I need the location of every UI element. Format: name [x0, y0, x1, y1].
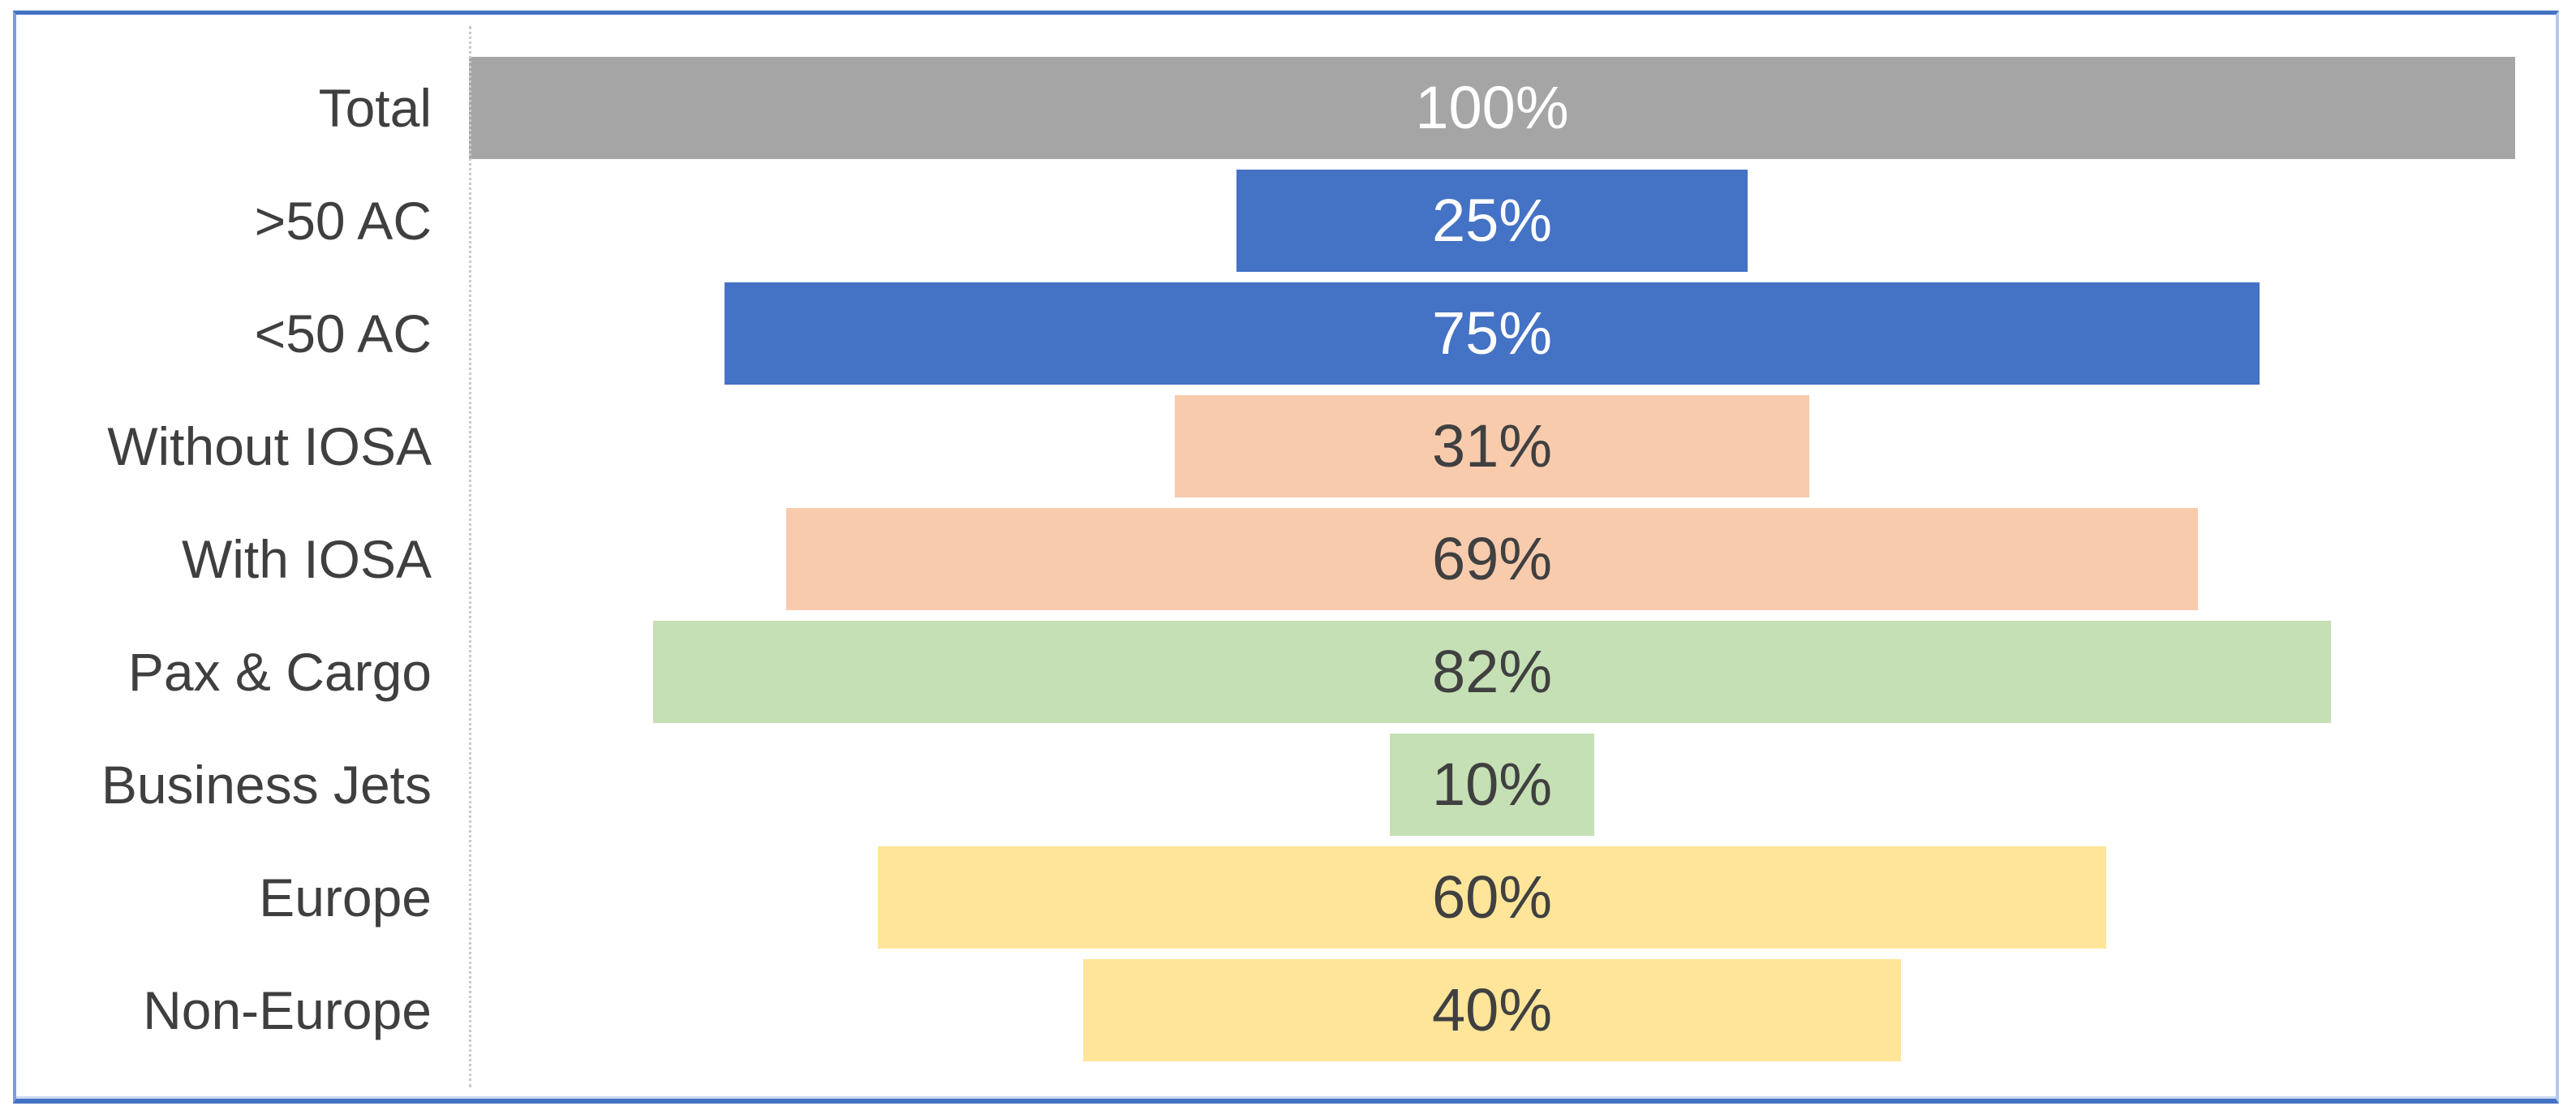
bar-value-label: 31%: [1431, 411, 1553, 480]
category-label-without-iosa: Without IOSA: [107, 415, 432, 476]
bar-gt50ac: 25%: [1236, 169, 1748, 272]
bar-row-europe: 60%: [469, 841, 2515, 953]
bar-value-label: 10%: [1431, 750, 1553, 818]
bar-value-label: 82%: [1431, 637, 1553, 705]
bar-value-label: 25%: [1431, 186, 1553, 254]
bar-value-label: 60%: [1431, 863, 1553, 931]
bar-lt50ac: 75%: [725, 282, 2260, 385]
bar-value-label: 69%: [1431, 524, 1553, 592]
bar-row-non-europe: 40%: [469, 953, 2515, 1066]
category-label-with-iosa: With IOSA: [181, 528, 432, 589]
bar-row-with-iosa: 69%: [469, 502, 2515, 615]
bar-total: 100%: [469, 56, 2515, 159]
category-label-gt50ac: >50 AC: [254, 190, 432, 251]
category-label-europe: Europe: [259, 867, 432, 927]
plot-area: 100% 25% 75% 31% 69%: [469, 15, 2556, 1099]
category-axis-line: [469, 26, 471, 1087]
category-label-non-europe: Non-Europe: [143, 979, 432, 1040]
category-label-pax-cargo: Pax & Cargo: [127, 641, 432, 702]
category-label-business-jets: Business Jets: [101, 754, 432, 815]
bar-business-jets: 10%: [1389, 733, 1595, 836]
bar-row-business-jets: 10%: [469, 728, 2515, 841]
bar-row-lt50ac: 75%: [469, 277, 2515, 389]
bar-without-iosa: 31%: [1175, 394, 1809, 497]
category-label-total: Total: [318, 77, 432, 138]
bar-row-pax-cargo: 82%: [469, 615, 2515, 728]
bar-value-label: 40%: [1431, 975, 1553, 1044]
bar-pax-cargo: 82%: [652, 620, 2332, 723]
category-label-lt50ac: <50 AC: [254, 303, 432, 364]
category-axis-labels: Total >50 AC <50 AC Without IOSA With IO…: [16, 15, 469, 1099]
bar-row-without-iosa: 31%: [469, 389, 2515, 502]
chart-frame: Total >50 AC <50 AC Without IOSA With IO…: [13, 11, 2559, 1104]
bar-value-label: 75%: [1431, 299, 1553, 367]
bar-value-label: 100%: [1415, 73, 1569, 141]
bar-non-europe: 40%: [1082, 958, 1902, 1061]
bar-with-iosa: 69%: [785, 507, 2199, 610]
bar-row-total: 100%: [469, 51, 2515, 164]
bar-europe: 60%: [878, 846, 2106, 949]
bar-row-gt50ac: 25%: [469, 164, 2515, 277]
